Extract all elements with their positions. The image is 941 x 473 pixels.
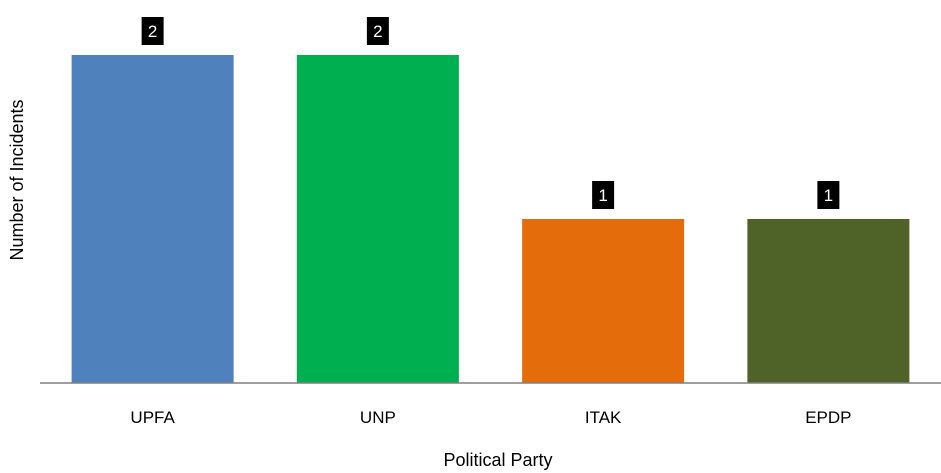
x-tick-label-upfa: UPFA	[130, 408, 175, 427]
bar-itak	[522, 219, 685, 383]
bars-group	[71, 55, 910, 383]
bar-upfa	[71, 55, 234, 383]
data-label-box-itak	[592, 181, 615, 209]
data-label-box-epdp	[817, 181, 840, 209]
data-label-box-upfa	[141, 17, 164, 45]
x-tick-label-itak: ITAK	[585, 408, 622, 427]
data-label-itak: 1	[598, 186, 607, 205]
x-tick-label-epdp: EPDP	[805, 408, 851, 427]
x-axis-title: Political Party	[443, 450, 552, 470]
data-label-unp: 2	[373, 22, 382, 41]
data-labels-group: 2 2 1 1	[141, 17, 840, 209]
y-axis-title: Number of Incidents	[7, 99, 27, 260]
x-tick-label-unp: UNP	[360, 408, 396, 427]
bar-unp	[296, 55, 459, 383]
data-label-box-unp	[366, 17, 389, 45]
data-label-upfa: 2	[148, 22, 157, 41]
x-tick-labels: UPFA UNP ITAK EPDP	[130, 408, 851, 427]
bar-epdp	[747, 219, 910, 383]
data-label-epdp: 1	[824, 186, 833, 205]
